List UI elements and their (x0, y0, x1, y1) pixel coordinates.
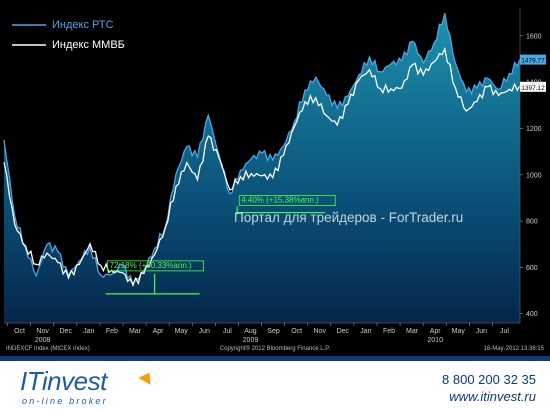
footer-band (0, 356, 550, 361)
x-tick-label-14: Dec (337, 328, 350, 335)
x-year-label-0: 2008 (35, 337, 51, 344)
y-tick-label-1000: 1000 (526, 172, 542, 179)
x-tick-label-13: Nov (314, 328, 327, 335)
x-tick-label-19: May (452, 328, 466, 335)
itinvest-logo: ITinvest on-line broker (20, 368, 160, 408)
chart-footer-right: 16-May-2012 13:38:15 (484, 346, 545, 352)
series-line-1 (3, 46, 521, 287)
brand-footer: ITinvest on-line broker 8 800 200 32 35 … (0, 356, 550, 409)
x-tick-label-15: Jan (360, 328, 371, 335)
last-value-label-0: 1479.77 (521, 58, 545, 65)
x-tick-label-1: Nov (36, 328, 49, 335)
annotation-guide-1 (236, 206, 326, 215)
y-tick-label-400: 400 (526, 311, 538, 318)
phone-number: 8 800 200 32 35 (442, 372, 536, 387)
last-value-label-1: 1397.12 (521, 85, 545, 92)
chart-footer-left: INDEXCF Index (MICEX Index) (6, 346, 90, 352)
x-tick-label-7: May (175, 328, 189, 335)
last-value-tag-1 (520, 81, 546, 92)
y-tick-label-1200: 1200 (526, 126, 542, 133)
x-tick-label-4: Feb (106, 328, 118, 335)
y-tick-label-800: 800 (526, 219, 538, 226)
x-tick-label-0: Oct (14, 328, 25, 335)
legend-entry-0: Индекс РТС (52, 19, 114, 31)
y-tick-label-1400: 1400 (526, 80, 542, 87)
logo-tagline: on-line broker (22, 396, 108, 406)
last-value-tag-0 (520, 54, 546, 65)
logo-text: ITinvest (20, 366, 107, 396)
chart-footer-center: Copyright® 2012 Bloomberg Finance L.P. (220, 345, 331, 352)
legend-entry-1: Индекс ММВБ (52, 39, 125, 51)
chart-panel: 1479.77 1397.12 400 600 800 1000 1200 1400 1600 O… (0, 0, 550, 356)
x-tick-label-16: Feb (383, 328, 395, 335)
annotation-label-0: 72.18% (+80.33%ann.) (110, 261, 192, 270)
x-tick-label-20: Jun (476, 328, 487, 335)
x-tick-label-6: Apr (153, 328, 165, 335)
series-line-0 (3, 12, 521, 287)
x-tick-label-10: Aug (244, 328, 257, 335)
x-tick-label-8: Jun (199, 328, 210, 335)
website-link[interactable]: www.itinvest.ru (449, 389, 536, 404)
x-tick-label-2: Dec (60, 328, 73, 335)
annotation-guide-0 (105, 273, 200, 295)
x-tick-label-11: Sep (267, 328, 280, 335)
y-tick-label-600: 600 (526, 265, 538, 272)
annotation-box-1 (238, 195, 336, 206)
x-year-label-1: 2009 (243, 337, 259, 344)
x-tick-label-21: Jul (500, 328, 509, 335)
series-area-0 (4, 13, 520, 323)
x-tick-label-5: Mar (129, 328, 142, 335)
x-year-label-2: 2010 (427, 337, 443, 344)
logo-arrow-icon (138, 369, 156, 385)
x-tick-label-12: Oct (291, 328, 302, 335)
watermark-text: Портал для трейдеров - ForTrader.ru (234, 210, 463, 225)
x-tick-label-9: Jul (223, 328, 232, 335)
x-tick-label-18: Apr (430, 328, 442, 335)
x-tick-label-3: Jan (83, 328, 94, 335)
index-chart: 1479.77 1397.12 400 600 800 1000 1200 1400 1600 O… (3, 8, 546, 352)
annotation-label-1: 4.40% (+15.38%ann.) (241, 196, 319, 205)
x-tick-label-17: Mar (406, 328, 419, 335)
y-tick-label-1600: 1600 (526, 33, 542, 40)
annotation-box-0 (107, 260, 204, 272)
